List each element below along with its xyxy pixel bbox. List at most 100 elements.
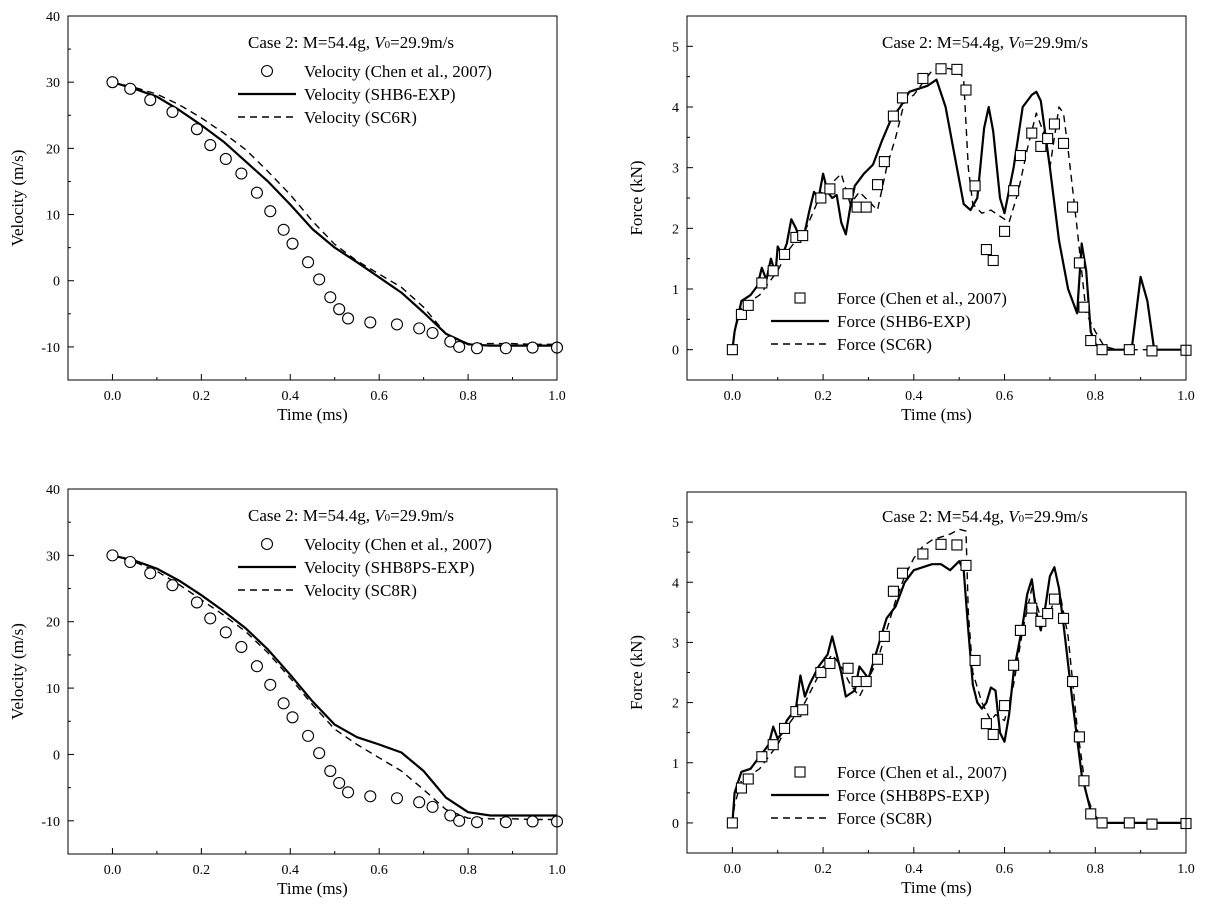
y-tick-label: 1	[672, 757, 679, 772]
data-point	[526, 815, 539, 828]
legend-label: Velocity (SC6R)	[304, 108, 417, 127]
data-point	[470, 342, 484, 355]
data-point	[815, 192, 827, 204]
x-tick-label: 0.6	[370, 863, 388, 878]
y-tick-label: 0	[53, 748, 60, 763]
data-point	[887, 585, 899, 597]
y-tick-label: 30	[46, 549, 60, 564]
y-tick-label: 2	[672, 222, 679, 237]
series-line-simulation	[112, 554, 557, 817]
chart-svg: 0.0 0.2 0.4 0.6 0.8 1.0 0 1 2 3 4 5 Time (ms) Force (…	[627, 15, 1195, 424]
data-point	[1014, 624, 1026, 636]
x-axis-label: Time (ms)	[901, 405, 972, 424]
y-tick-label: 2	[672, 697, 679, 712]
x-tick-label: 1.0	[548, 863, 566, 878]
legend-label: Force (SC8R)	[837, 809, 932, 828]
data-point	[969, 180, 981, 192]
velocity-chart-bottom: 0.0 0.2 0.4 0.6 0.8 1.0 -10 0 10 20 30 40 Time (ms) V…	[0, 454, 603, 909]
data-point	[302, 729, 315, 742]
data-point	[917, 548, 929, 560]
data-point	[124, 555, 137, 569]
data-point	[980, 718, 992, 730]
data-point	[444, 335, 457, 348]
data-point	[499, 816, 512, 829]
data-point	[453, 814, 466, 827]
x-tick-label: 0.8	[459, 389, 477, 404]
data-point	[735, 782, 747, 794]
legend-label: Velocity (SC8R)	[304, 581, 417, 600]
data-point	[735, 308, 747, 321]
data-point	[166, 105, 179, 119]
x-tick-label: 1.0	[548, 389, 566, 404]
data-point	[969, 654, 981, 667]
data-point	[824, 183, 836, 195]
data-point	[767, 265, 779, 277]
data-point	[333, 776, 346, 790]
data-point	[797, 230, 809, 242]
y-tick-label: 10	[46, 682, 60, 697]
data-point	[219, 152, 232, 166]
x-tick-label: 0.0	[104, 389, 122, 404]
data-point	[264, 205, 277, 218]
data-point	[1035, 615, 1047, 627]
data-point	[364, 316, 377, 329]
legend-symbol	[794, 766, 806, 778]
data-point	[1008, 185, 1020, 197]
data-point	[815, 666, 827, 679]
x-tick-label: 0.0	[724, 862, 742, 877]
y-tick-label: 5	[672, 516, 679, 531]
series-line-simulation	[731, 560, 1186, 824]
x-axis-label: Time (ms)	[277, 879, 348, 898]
data-point	[871, 653, 884, 665]
legend-symbol	[794, 292, 806, 304]
data-point	[998, 700, 1011, 712]
data-point	[742, 299, 754, 311]
data-point	[426, 800, 439, 813]
y-tick-label: 0	[672, 817, 679, 832]
x-tick-label: 0.4	[282, 863, 300, 878]
data-point	[951, 63, 963, 75]
y-axis-label: Velocity (m/s)	[8, 150, 27, 247]
data-point	[1123, 817, 1135, 829]
data-point	[1146, 345, 1158, 357]
x-tick-label: 0.4	[282, 389, 300, 404]
data-point	[190, 123, 203, 136]
y-tick-label: 10	[46, 209, 60, 224]
data-point	[144, 567, 157, 580]
data-point	[1085, 808, 1097, 820]
x-tick-label: 0.6	[996, 389, 1014, 404]
data-point	[342, 786, 355, 799]
data-point	[998, 225, 1011, 237]
chart-svg: 0.0 0.2 0.4 0.6 0.8 1.0 -10 0 10 20 30 40 Time (ms) V…	[8, 483, 566, 898]
x-tick-label: 0.2	[193, 389, 211, 404]
legend-label: Force (SHB6-EXP)	[837, 312, 971, 331]
force-chart-bottom: 0.0 0.2 0.4 0.6 0.8 1.0 0 1 2 3 4 5 Time (ms) Force (…	[603, 454, 1206, 909]
data-point	[313, 273, 326, 286]
x-axis-label: Time (ms)	[277, 405, 348, 424]
data-point	[842, 662, 854, 674]
case-annotation: Case 2: M=54.4g, V0=29.9m/s	[882, 507, 1088, 526]
data-point	[324, 291, 337, 304]
data-point	[204, 139, 217, 152]
x-tick-label: 0.2	[193, 863, 211, 878]
data-point	[756, 277, 768, 289]
data-point	[444, 809, 457, 822]
data-point	[860, 201, 872, 213]
data-point	[499, 342, 512, 355]
data-point	[726, 817, 738, 829]
x-axis-label: Time (ms)	[901, 878, 972, 897]
x-tick-label: 0.8	[1087, 862, 1105, 877]
data-point	[250, 186, 263, 199]
plot-frame	[67, 488, 558, 855]
data-point	[313, 747, 326, 760]
data-point	[1057, 612, 1070, 624]
series-line-reference	[731, 528, 1186, 824]
data-point	[1042, 132, 1054, 145]
legend-label: Force (Chen et al., 2007)	[837, 763, 1007, 782]
legend-label: Force (Chen et al., 2007)	[837, 289, 1007, 308]
y-tick-label: 30	[46, 76, 60, 91]
data-point	[302, 256, 315, 269]
x-tick-label: 1.0	[1177, 389, 1195, 404]
legend-label: Force (SC6R)	[837, 335, 932, 354]
y-tick-label: 4	[672, 101, 679, 116]
